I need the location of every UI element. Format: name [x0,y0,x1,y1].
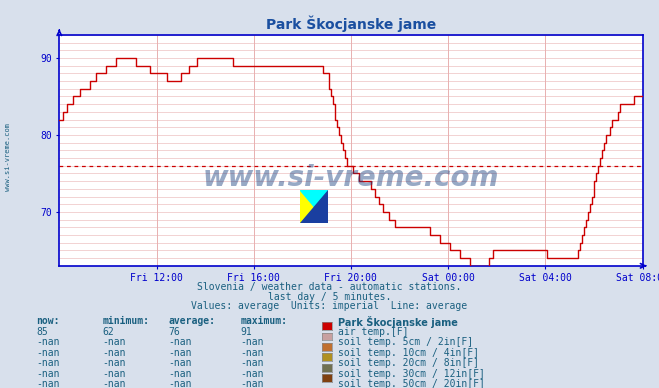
Text: -nan: -nan [241,358,264,368]
Text: average:: average: [168,316,215,326]
Text: Park Škocjanske jame: Park Škocjanske jame [338,316,458,328]
Text: -nan: -nan [168,379,192,388]
Polygon shape [300,190,328,223]
Text: soil temp. 5cm / 2in[F]: soil temp. 5cm / 2in[F] [338,337,473,347]
Text: 85: 85 [36,327,48,337]
Text: minimum:: minimum: [102,316,149,326]
Text: -nan: -nan [168,348,192,358]
Text: 62: 62 [102,327,114,337]
Polygon shape [300,190,328,223]
Text: soil temp. 50cm / 20in[F]: soil temp. 50cm / 20in[F] [338,379,485,388]
Text: -nan: -nan [36,358,60,368]
Text: www.si-vreme.com: www.si-vreme.com [203,164,499,192]
Text: last day / 5 minutes.: last day / 5 minutes. [268,292,391,302]
Text: -nan: -nan [102,358,126,368]
Text: 91: 91 [241,327,252,337]
Text: -nan: -nan [168,358,192,368]
Text: -nan: -nan [168,369,192,379]
Text: -nan: -nan [36,337,60,347]
Text: -nan: -nan [36,379,60,388]
Text: 76: 76 [168,327,180,337]
Text: www.si-vreme.com: www.si-vreme.com [5,123,11,191]
Text: -nan: -nan [102,369,126,379]
Text: -nan: -nan [241,348,264,358]
Text: soil temp. 30cm / 12in[F]: soil temp. 30cm / 12in[F] [338,369,485,379]
Polygon shape [300,190,328,223]
Text: now:: now: [36,316,60,326]
Title: Park Škocjanske jame: Park Škocjanske jame [266,16,436,32]
Text: soil temp. 10cm / 4in[F]: soil temp. 10cm / 4in[F] [338,348,479,358]
Text: Values: average  Units: imperial  Line: average: Values: average Units: imperial Line: av… [191,301,468,312]
Text: -nan: -nan [36,348,60,358]
Text: maximum:: maximum: [241,316,287,326]
Text: -nan: -nan [241,369,264,379]
Text: air temp.[F]: air temp.[F] [338,327,409,337]
Text: -nan: -nan [36,369,60,379]
Text: Slovenia / weather data - automatic stations.: Slovenia / weather data - automatic stat… [197,282,462,292]
Text: -nan: -nan [102,337,126,347]
Text: soil temp. 20cm / 8in[F]: soil temp. 20cm / 8in[F] [338,358,479,368]
Text: -nan: -nan [241,337,264,347]
Text: -nan: -nan [102,379,126,388]
Text: -nan: -nan [241,379,264,388]
Text: -nan: -nan [168,337,192,347]
Text: -nan: -nan [102,348,126,358]
